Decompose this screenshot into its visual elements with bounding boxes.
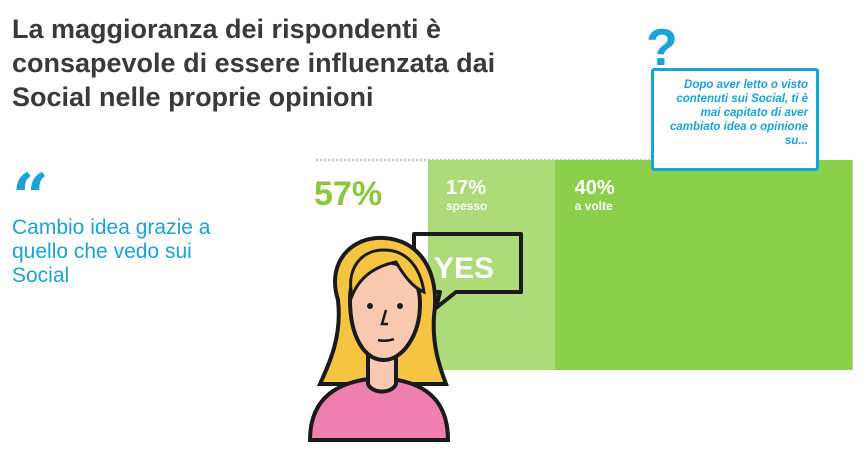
question-text: Dopo aver letto o visto contenuti sui So… [669,79,808,147]
woman-illustration [307,235,451,442]
bar-value-label: 40% [575,177,615,199]
quote-mark-icon: “ [12,160,49,235]
quote-text: Cambio idea grazie a quello che vedo sui… [12,216,211,287]
speech-bubble-text: YES [434,252,494,285]
question-mark-icon: ? [646,19,678,77]
bar-spesso [428,160,555,370]
bar-a-volte [554,160,853,370]
bar-category-label: spesso [446,199,487,213]
total-value-label: 57% [314,175,382,213]
bar-value-label: 17% [446,177,486,199]
page-title: La maggioranza dei rispondenti è consape… [12,14,496,112]
question-box: Dopo aver letto o visto contenuti sui So… [651,68,819,171]
bar-category-label: a volte [575,199,613,213]
